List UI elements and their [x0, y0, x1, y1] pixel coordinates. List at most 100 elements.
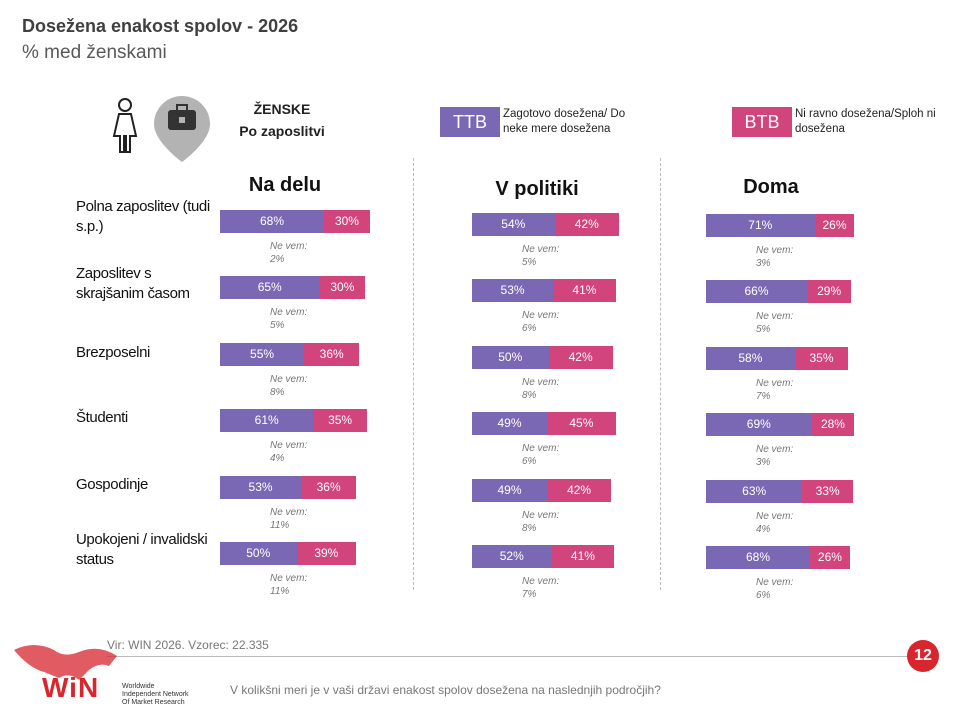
bar-segment: 30% — [324, 210, 370, 233]
data-label: 53% — [248, 479, 273, 494]
bar-segment: 42% — [554, 213, 619, 236]
logo-map — [14, 645, 117, 680]
dont-know: Ne vem: 6% — [756, 576, 808, 602]
dont-know: Ne vem: 11% — [270, 506, 322, 532]
bar-segment: 41% — [551, 545, 615, 568]
dont-know-value: 11% — [270, 519, 290, 531]
bar-segment: 26% — [814, 214, 855, 237]
dont-know-label: Ne vem: — [756, 510, 794, 522]
data-label: 52% — [499, 549, 524, 563]
data-label: 71% — [748, 218, 773, 232]
dont-know-label: Ne vem: — [756, 577, 794, 588]
dont-know-label: Ne vem: — [522, 576, 560, 587]
bar-segment: 50% — [472, 345, 549, 369]
dont-know: Ne vem: 5% — [522, 243, 574, 269]
bar-segment: 55% — [220, 342, 305, 366]
data-label: 50% — [246, 546, 271, 560]
dont-know-label: Ne vem: — [270, 307, 308, 319]
data-label: 26% — [822, 218, 847, 232]
header-icons — [112, 96, 210, 162]
dont-know-value: 4% — [756, 523, 771, 535]
data-label: 29% — [817, 284, 842, 299]
dont-know: Ne vem: 4% — [756, 510, 808, 536]
bar-segment: 69% — [706, 413, 812, 437]
data-label: 58% — [738, 350, 763, 365]
dont-know-label: Ne vem: — [270, 573, 308, 584]
group-subtitle: Po zaposlitvi — [239, 123, 325, 139]
data-label: 35% — [809, 350, 834, 365]
dont-know: Ne vem: 8% — [522, 376, 574, 402]
dont-know: Ne vem: 7% — [522, 575, 574, 601]
bar-segment: 29% — [806, 280, 852, 304]
dont-know: Ne vem: 11% — [270, 572, 322, 598]
dont-know-label: Ne vem: — [522, 310, 560, 322]
footer-rule — [107, 656, 907, 657]
bar-segment: 36% — [301, 475, 357, 499]
data-label: 63% — [742, 483, 767, 498]
bar-segment: 35% — [313, 409, 367, 433]
bar-segment: 41% — [553, 279, 616, 303]
subtitle: % med ženskami — [22, 42, 167, 63]
data-label: 42% — [567, 482, 592, 497]
data-label: 42% — [568, 349, 593, 364]
data-label: 39% — [314, 546, 339, 560]
data-label: 36% — [319, 346, 344, 361]
dont-know-value: 5% — [756, 324, 771, 336]
data-label: 54% — [501, 217, 526, 231]
dont-know-label: Ne vem: — [270, 506, 308, 518]
bar-segment: 63% — [706, 479, 803, 503]
logo-tagline-line: Of Market Research — [122, 699, 185, 706]
data-label: 53% — [500, 283, 525, 298]
row-label: Študenti — [76, 409, 128, 426]
dont-know-label: Ne vem: — [756, 377, 794, 389]
bar-segment: 53% — [220, 475, 302, 499]
row-label: Upokojeni / invalidski status — [76, 531, 208, 568]
data-label: 50% — [498, 349, 523, 364]
data-label: 33% — [815, 483, 840, 498]
data-label: 26% — [817, 550, 842, 564]
dont-know: Ne vem: 2% — [270, 240, 322, 266]
bar-segment: 66% — [706, 280, 807, 304]
dont-know-label: Ne vem: — [522, 509, 560, 521]
data-label: 68% — [260, 214, 285, 228]
logo: WiN — [42, 672, 100, 703]
data-label: 30% — [334, 214, 359, 228]
dont-know: Ne vem: 8% — [522, 509, 574, 535]
dont-know-value: 5% — [522, 257, 537, 268]
bar-segment: 65% — [220, 276, 320, 300]
dont-know: Ne vem: 5% — [756, 310, 808, 336]
dont-know-value: 8% — [522, 389, 537, 401]
source: Vir: WIN 2026. Vzorec: 22.335 — [107, 638, 269, 652]
dont-know-label: Ne vem: — [522, 376, 560, 388]
bar-segment: 68% — [706, 546, 811, 569]
row-label: Gospodinje — [76, 476, 148, 493]
data-label: 41% — [572, 283, 597, 298]
legend-text: Ni ravno dosežena/Sploh ni dosežena — [795, 108, 936, 135]
dont-know-label: Ne vem: — [756, 311, 794, 323]
data-label: 66% — [744, 284, 769, 299]
bar-segment: 33% — [802, 479, 853, 503]
data-label: 68% — [746, 550, 771, 564]
dont-know-value: 4% — [270, 453, 285, 465]
divider — [413, 158, 414, 590]
data-label: 41% — [570, 549, 595, 563]
dont-know-value: 3% — [756, 457, 771, 469]
panel-title: V politiki — [495, 178, 579, 200]
bar-segment: 71% — [706, 214, 815, 237]
legend-text: Zagotovo dosežena/ Do neke mere dosežena — [503, 108, 626, 135]
dont-know-value: 2% — [270, 254, 285, 265]
dont-know-value: 7% — [756, 390, 771, 402]
bar-segment: 42% — [546, 478, 612, 502]
panel-title: Na delu — [248, 174, 322, 196]
dont-know: Ne vem: 3% — [756, 443, 808, 469]
bar-segment: 28% — [811, 413, 855, 437]
data-label: 35% — [328, 413, 353, 428]
data-label: 69% — [746, 417, 771, 432]
question: V kolikšni meri je v vaši državi enakost… — [230, 683, 661, 697]
bar-segment: 58% — [706, 346, 795, 370]
dont-know: Ne vem: 3% — [756, 244, 808, 270]
dont-know: Ne vem: 5% — [270, 306, 322, 332]
dont-know: Ne vem: 4% — [270, 439, 322, 465]
panel-title: Doma — [743, 176, 799, 198]
